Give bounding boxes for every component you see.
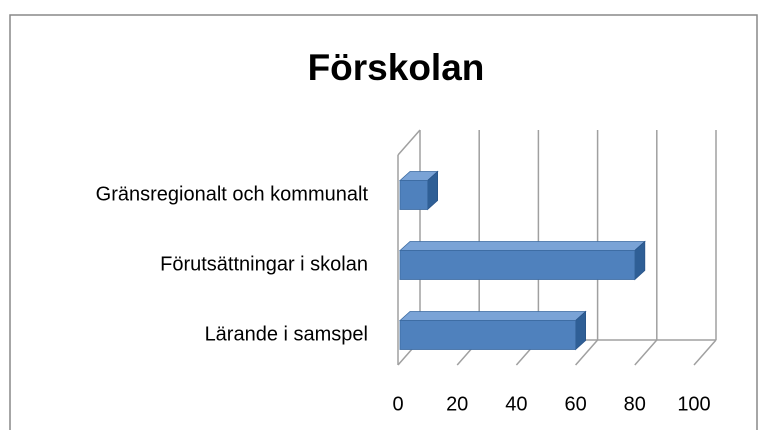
bar-top (398, 311, 587, 321)
floor-grid-line (693, 339, 717, 366)
chart-title: Förskolan (308, 47, 485, 88)
bar (398, 310, 587, 351)
bar-top (398, 241, 646, 251)
category-label: Förutsättningar i skolan (160, 253, 368, 275)
x-tick-label: 80 (624, 393, 646, 415)
x-tick-label: 40 (505, 393, 527, 415)
x-tick-label: 60 (564, 393, 586, 415)
floor-grid-line (634, 339, 658, 366)
bar (398, 170, 439, 211)
x-tick-label: 100 (677, 393, 710, 415)
category-label: Gränsregionalt och kommunalt (96, 183, 369, 205)
wall-edge (397, 129, 421, 156)
bar-front (399, 250, 636, 280)
x-tick-label: 20 (446, 393, 468, 415)
bar-front (399, 180, 429, 210)
chart-border (9, 14, 758, 430)
bar (398, 240, 646, 281)
floor-grid-line (575, 339, 599, 366)
x-tick-label: 0 (392, 393, 403, 415)
category-label: Lärande i samspel (205, 323, 368, 345)
bar-front (399, 320, 577, 350)
